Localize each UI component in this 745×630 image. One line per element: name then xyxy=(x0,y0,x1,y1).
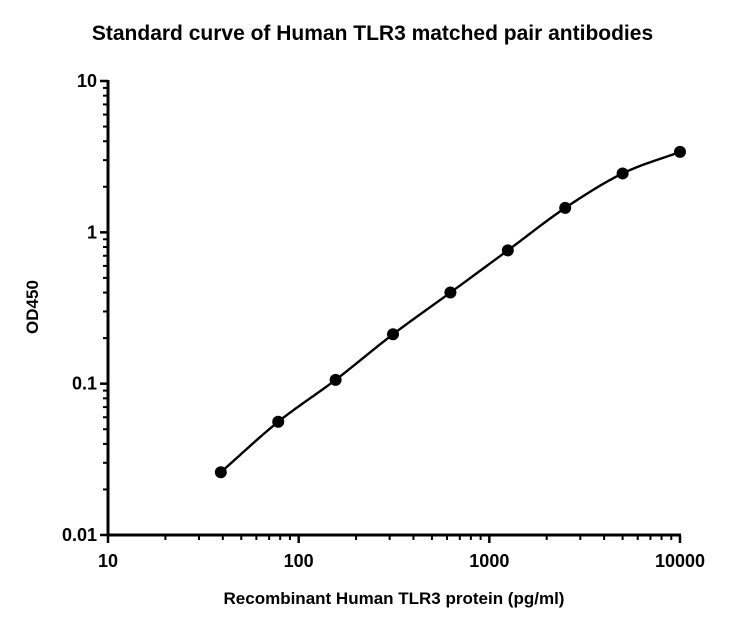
x-tick-label: 10 xyxy=(98,551,118,571)
data-point xyxy=(272,415,285,428)
data-point xyxy=(501,244,514,257)
x-tick-label: 10000 xyxy=(655,551,705,571)
x-tick-label: 100 xyxy=(284,551,314,571)
y-tick-label: 0.1 xyxy=(72,374,97,394)
data-point xyxy=(559,201,572,214)
data-point xyxy=(214,466,227,479)
x-tick-label: 1000 xyxy=(469,551,509,571)
fitted-curve xyxy=(220,150,681,474)
y-axis-label: OD450 xyxy=(23,280,42,334)
chart-title: Standard curve of Human TLR3 matched pai… xyxy=(91,22,654,45)
y-tick-label: 10 xyxy=(77,71,97,91)
data-point xyxy=(387,328,400,341)
y-tick-label: 1 xyxy=(87,222,97,242)
data-point xyxy=(444,286,457,299)
data-point xyxy=(329,373,342,386)
x-axis-label: Recombinant Human TLR3 protein (pg/ml) xyxy=(223,589,565,608)
data-point xyxy=(674,145,686,158)
y-tick-label: 0.01 xyxy=(62,525,97,545)
data-point xyxy=(616,167,629,180)
